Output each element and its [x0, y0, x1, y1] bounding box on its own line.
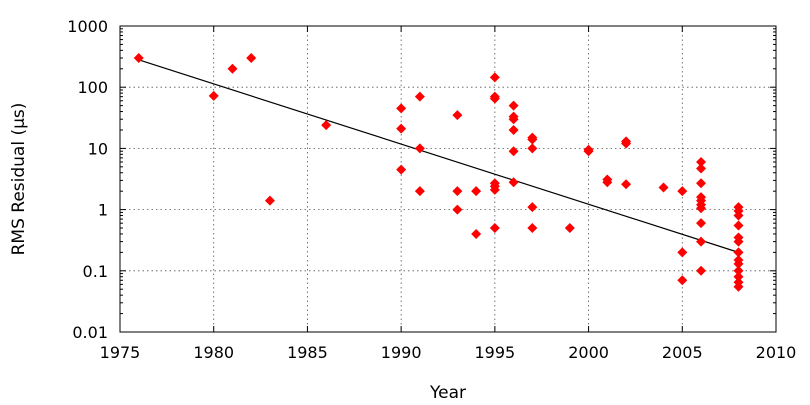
- data-point: [733, 236, 744, 247]
- data-point: [321, 120, 332, 131]
- data-point: [396, 164, 407, 175]
- data-point: [733, 247, 744, 258]
- data-point: [677, 275, 688, 286]
- data-point: [621, 179, 632, 190]
- x-tick-label: 2010: [756, 343, 797, 362]
- y-tick-label: 0.01: [72, 323, 108, 342]
- data-point: [733, 220, 744, 231]
- data-point: [527, 202, 538, 213]
- y-tick-label: 1000: [67, 17, 108, 36]
- y-tick-label: 0.1: [83, 262, 108, 281]
- data-points: [133, 53, 744, 292]
- x-tick-label: 1990: [381, 343, 422, 362]
- data-point: [508, 100, 519, 111]
- x-tick-label: 1980: [193, 343, 234, 362]
- data-point: [489, 184, 500, 195]
- axis-ticks: [119, 25, 777, 333]
- data-point: [733, 271, 744, 282]
- x-tick-label: 1985: [287, 343, 328, 362]
- data-point: [733, 265, 744, 276]
- data-point: [452, 204, 463, 215]
- data-point: [246, 53, 257, 64]
- data-point: [677, 247, 688, 258]
- y-tick-label: 1: [98, 201, 108, 220]
- data-point: [527, 143, 538, 154]
- data-point: [677, 186, 688, 197]
- data-point: [396, 123, 407, 134]
- data-point: [396, 103, 407, 114]
- data-point: [508, 177, 519, 188]
- data-point: [696, 156, 707, 167]
- data-point: [733, 281, 744, 292]
- data-point: [658, 182, 669, 193]
- data-point: [602, 177, 613, 188]
- data-point: [508, 114, 519, 125]
- x-tick-label: 1995: [474, 343, 515, 362]
- data-point: [696, 218, 707, 229]
- data-point: [489, 72, 500, 83]
- data-point: [452, 110, 463, 121]
- x-tick-label: 1975: [100, 343, 141, 362]
- plot-frame: [119, 25, 777, 333]
- data-point: [264, 195, 275, 206]
- y-tick-label: 100: [77, 78, 108, 97]
- data-point: [583, 146, 594, 157]
- x-axis-title: Year: [429, 383, 466, 403]
- data-point: [133, 53, 144, 64]
- x-tick-label: 2000: [568, 343, 609, 362]
- x-tick-labels: 1975 1980 1985 1990 1995 2000 2005 2010: [100, 343, 797, 362]
- trend-line: [138, 59, 739, 253]
- y-axis-title: RMS Residual (μs): [9, 103, 29, 256]
- data-point: [208, 90, 219, 101]
- data-point: [733, 258, 744, 269]
- data-point: [696, 236, 707, 247]
- data-point: [227, 63, 238, 74]
- data-point: [414, 186, 425, 197]
- data-point: [527, 134, 538, 145]
- data-point: [564, 223, 575, 234]
- data-point: [414, 143, 425, 154]
- x-tick-label: 2005: [662, 343, 703, 362]
- data-point: [621, 138, 632, 149]
- data-point: [489, 93, 500, 104]
- data-point: [508, 146, 519, 157]
- data-point: [733, 210, 744, 221]
- data-point: [471, 228, 482, 239]
- y-tick-labels: 0.01 0.1 1 10 100 1000: [67, 17, 108, 342]
- data-point: [508, 124, 519, 135]
- data-point: [527, 223, 538, 234]
- grid-lines: [120, 26, 776, 332]
- data-point: [452, 186, 463, 197]
- y-tick-label: 10: [88, 139, 108, 158]
- data-point: [471, 186, 482, 197]
- data-point: [414, 91, 425, 102]
- data-point: [696, 178, 707, 189]
- data-point: [696, 163, 707, 174]
- data-point: [696, 265, 707, 276]
- data-point: [696, 203, 707, 214]
- data-point: [489, 223, 500, 234]
